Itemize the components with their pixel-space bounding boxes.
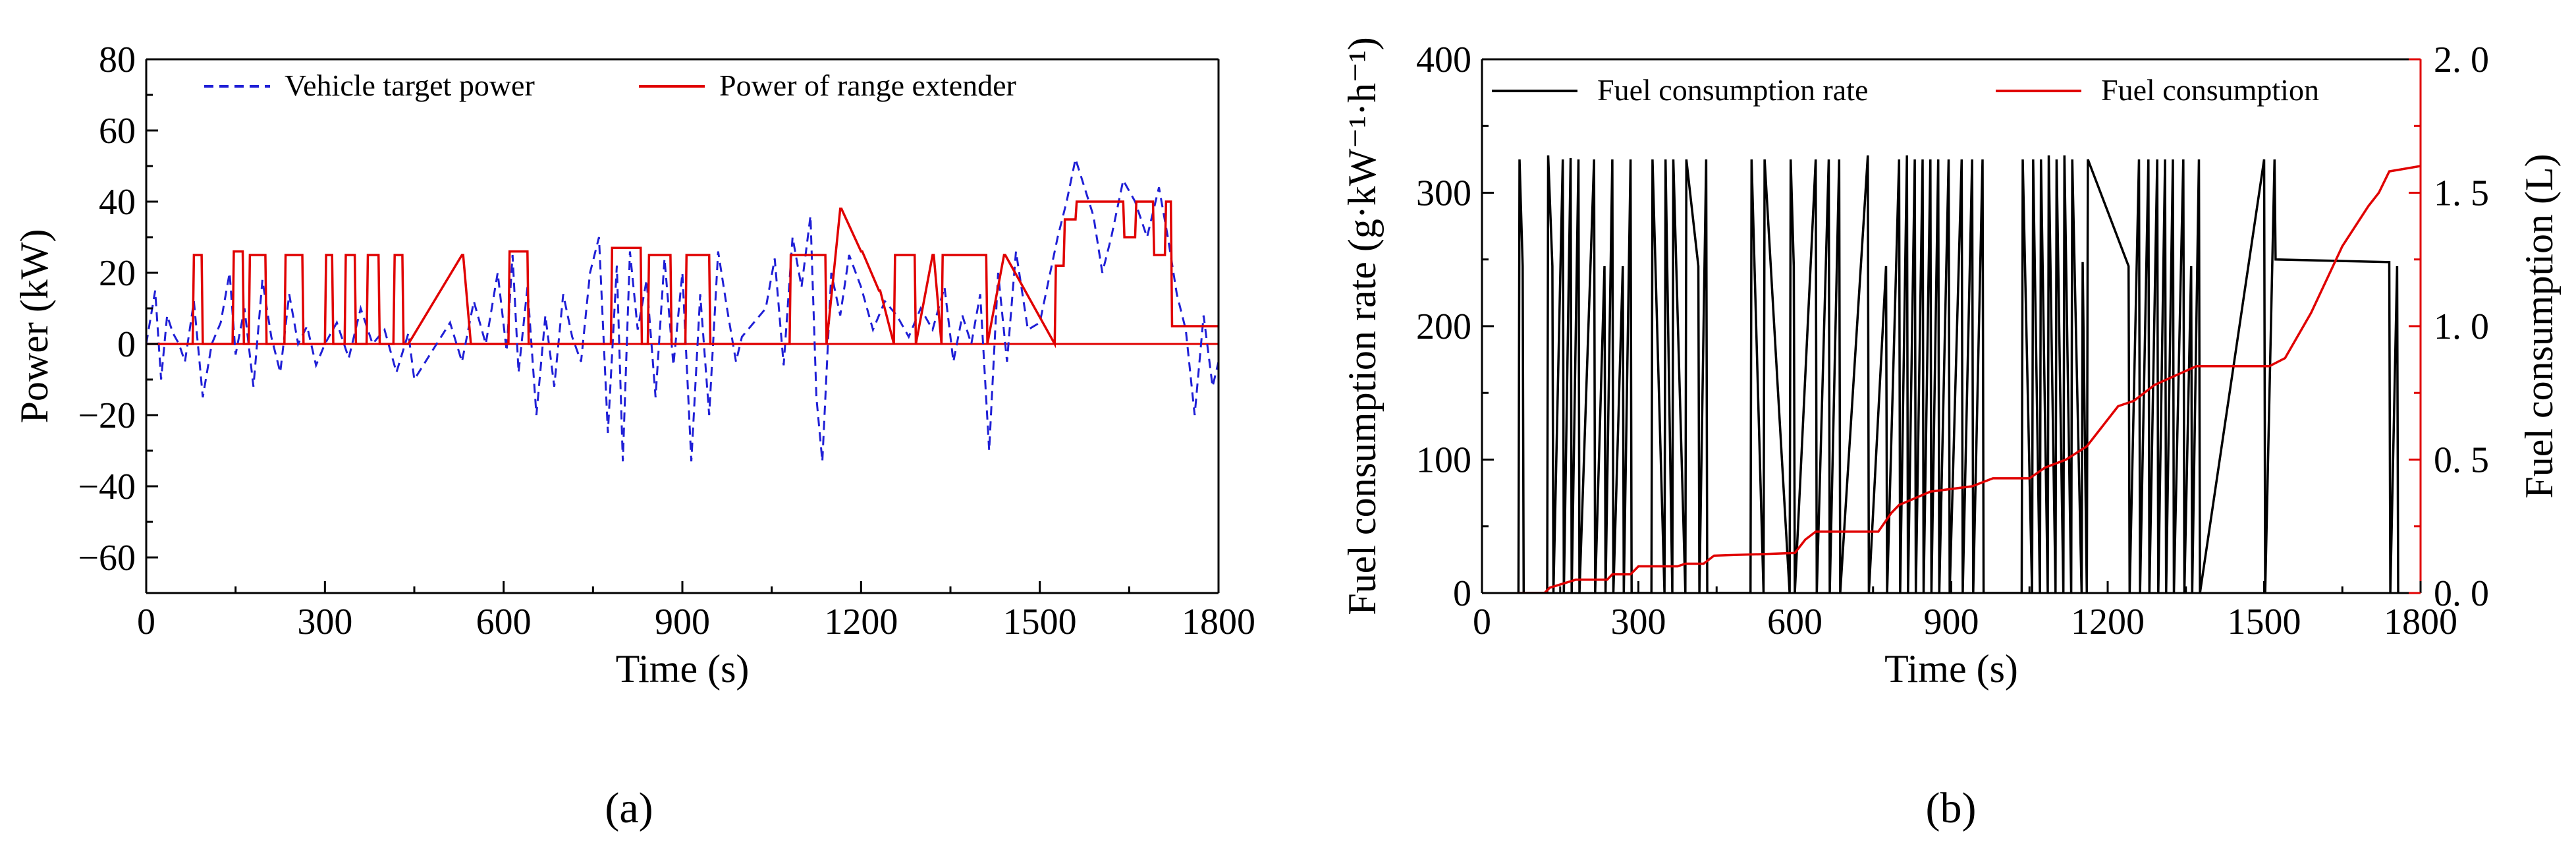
legend-label: Fuel consumption rate: [1597, 73, 1868, 107]
x-tick-label: 0: [137, 602, 155, 642]
series-line-power-of-range-extender: [146, 200, 1219, 349]
y-tick-label: −60: [78, 538, 136, 579]
chart-panel-a: 0 300 600 900 1200 1500 1800 −60 −40 −20 0 20 40 60 80…: [13, 40, 1255, 832]
x-tick-label: 1200: [2071, 602, 2145, 642]
x-axis-title: Time (s): [616, 647, 750, 691]
y-tick-label: 0: [1453, 573, 1471, 614]
x-tick-label: 1800: [1182, 602, 1255, 642]
y-tick-label: 400: [1416, 40, 1471, 80]
y-axis-title: Fuel consumption rate (g·kW⁻¹·h⁻¹): [1340, 37, 1384, 615]
series-line-vehicle-target-power: [146, 155, 1219, 462]
y2-tick-label: 1. 0: [2434, 306, 2489, 347]
y2-tick-label: 1. 5: [2434, 173, 2489, 214]
panel-label: (a): [605, 784, 653, 832]
x-tick-label: 900: [1924, 602, 1979, 642]
x-tick-label: 1500: [1003, 602, 1077, 642]
series-line-fuel-consumption: [1518, 165, 2421, 593]
y-axis-title: Power (kW): [13, 229, 56, 424]
y-tick-label: 0: [117, 324, 136, 365]
x-tick-label: 1200: [824, 602, 898, 642]
legend-label: Vehicle target power: [285, 69, 535, 102]
x-tick-label: 300: [297, 602, 352, 642]
y2-tick-label: 0. 0: [2434, 573, 2489, 614]
x-tick-label: 900: [655, 602, 710, 642]
y-tick-label: 300: [1416, 173, 1471, 214]
y2-tick-label: 0. 5: [2434, 440, 2489, 481]
x-axis-title: Time (s): [1884, 647, 2018, 691]
panel-label: (b): [1926, 784, 1977, 832]
y-tick-label: 60: [99, 111, 136, 152]
x-tick-label: 0: [1473, 602, 1491, 642]
x-tick-label: 1500: [2228, 602, 2301, 642]
legend-label: Fuel consumption: [2101, 73, 2319, 107]
chart-panel-b: 0 300 600 900 1200 1500 1800 0 100 200 300 400 0. 0 0…: [1340, 37, 2561, 832]
x-tick-label: 300: [1611, 602, 1666, 642]
legend-label: Power of range extender: [719, 69, 1016, 102]
y2-tick-label: 2. 0: [2434, 40, 2489, 80]
y-tick-label: 200: [1416, 306, 1471, 347]
y-tick-label: −20: [78, 395, 136, 436]
x-tick-label: 1800: [2384, 602, 2457, 642]
y-tick-label: −40: [78, 467, 136, 507]
y-tick-label: 80: [99, 40, 136, 80]
x-tick-label: 600: [1767, 602, 1822, 642]
series-line-fuel-consumption-rate: [1517, 155, 2399, 593]
y-tick-label: 20: [99, 253, 136, 294]
y-tick-label: 40: [99, 182, 136, 223]
x-tick-label: 600: [476, 602, 532, 642]
y-tick-label: 100: [1416, 440, 1471, 481]
y2-axis-title: Fuel consumption (L): [2517, 154, 2561, 498]
